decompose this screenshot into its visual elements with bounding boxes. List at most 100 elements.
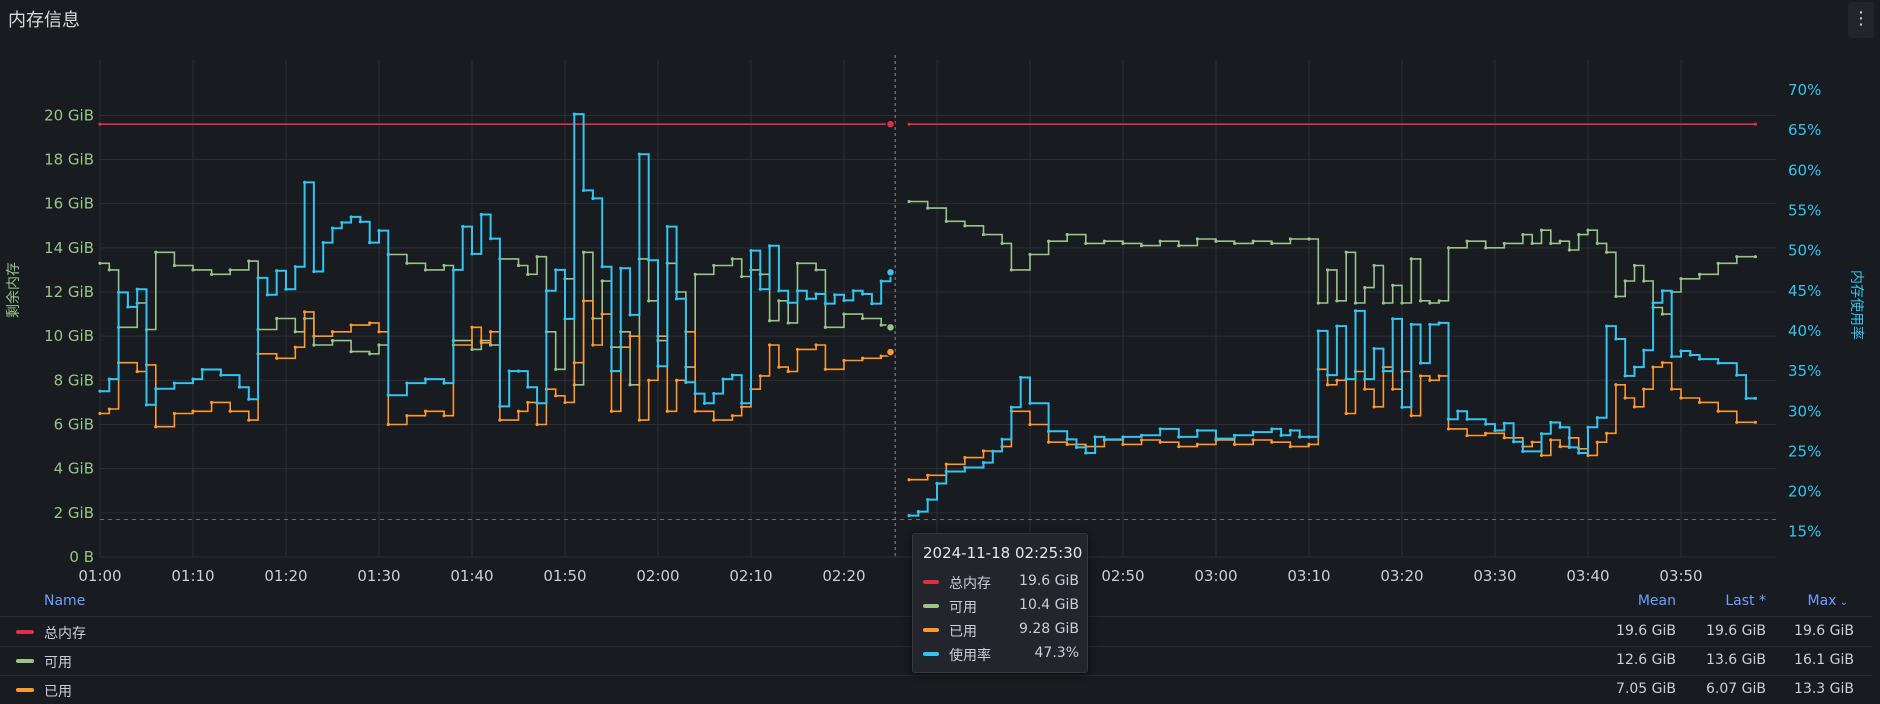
series-point: [563, 317, 567, 321]
legend-mean: 7.05 GiB: [1616, 681, 1676, 697]
series-point: [1558, 444, 1562, 449]
series-point: [1009, 268, 1014, 272]
x-tick-label: 03:30: [1473, 567, 1516, 585]
series-point: [1074, 445, 1079, 449]
series-point: [1744, 396, 1748, 401]
series-point: [265, 293, 269, 297]
legend-header-mean[interactable]: Mean: [1637, 593, 1676, 609]
left-tick-label: 20 GiB: [44, 106, 94, 124]
series-point: [879, 279, 883, 283]
series-point: [591, 196, 595, 201]
series-point: [1446, 246, 1451, 250]
right-tick-label: 60%: [1788, 161, 1821, 179]
series-point: [1102, 239, 1106, 243]
series-point: [535, 401, 539, 405]
legend-header-name[interactable]: Name: [44, 593, 86, 609]
series-point: [1233, 442, 1237, 446]
series-point: [275, 269, 279, 273]
series-color-swatch: [923, 580, 939, 584]
series-point: [1614, 337, 1618, 341]
series-point: [1195, 237, 1199, 241]
series-point: [628, 334, 632, 338]
series-point: [1400, 405, 1404, 409]
series-point: [786, 369, 790, 374]
series-point: [98, 122, 102, 126]
series-point: [1632, 365, 1637, 369]
series-point: [1140, 438, 1144, 442]
x-tick-label: 01:40: [450, 567, 493, 585]
x-tick-label: 03:40: [1566, 567, 1609, 585]
series-line: [909, 289, 1756, 517]
series-point: [1214, 436, 1218, 441]
series-point: [219, 373, 223, 377]
series-point: [712, 391, 716, 396]
legend-row-used[interactable]: 已用 7.05 GiB 6.07 GiB 13.3 GiB: [0, 675, 1872, 704]
series-point: [609, 409, 614, 413]
series-point: [1195, 428, 1199, 433]
series-point: [1698, 272, 1702, 276]
series-point: [786, 321, 790, 325]
left-tick-label: 2 GiB: [54, 504, 94, 522]
left-tick-label: 10 GiB: [44, 327, 94, 345]
series-point: [1437, 321, 1441, 325]
legend-header-last[interactable]: Last *: [1725, 593, 1766, 609]
series-point: [1419, 374, 1423, 378]
series-point: [1484, 422, 1488, 426]
tooltip-value: 47.3%: [1034, 645, 1079, 661]
series-point: [795, 289, 800, 293]
series-point: [461, 224, 465, 229]
series-point: [814, 292, 818, 296]
series-point: [758, 374, 762, 378]
series-point: [1614, 383, 1618, 387]
series-point: [1047, 239, 1051, 243]
series-point: [191, 268, 195, 272]
left-tick-label: 4 GiB: [54, 460, 94, 478]
series-point: [1428, 322, 1432, 327]
legend-series-name: 已用: [44, 684, 72, 700]
series-point: [1353, 301, 1358, 305]
series-point: [823, 367, 828, 371]
series-point: [693, 272, 697, 276]
series-point: [377, 330, 381, 334]
series-point: [777, 365, 781, 369]
series-point: [1614, 294, 1618, 299]
series-point: [647, 378, 651, 382]
series-point: [247, 397, 251, 401]
series-point: [377, 228, 381, 233]
chart-series: [98, 112, 1757, 518]
series-point: [1047, 429, 1051, 433]
chart-grid: [99, 55, 1776, 558]
series-point: [1539, 453, 1544, 458]
series-point: [1177, 444, 1181, 449]
series-point: [609, 369, 614, 373]
series-point: [730, 257, 735, 261]
kebab-menu-icon[interactable]: ⋮: [1848, 2, 1874, 38]
series-point: [991, 449, 995, 454]
series-point: [1605, 324, 1609, 328]
right-axis: 15% 20% 25% 30% 35% 40% 45% 50% 55% 60% 65% 70%: [1788, 81, 1821, 541]
legend-row-available[interactable]: 可用 12.6 GiB 13.6 GiB 16.1 GiB: [0, 646, 1872, 676]
memory-chart[interactable]: 0 B 2 GiB 4 GiB 6 GiB 8 GiB 10 GiB 12 GiB 14 Gi…: [0, 0, 1880, 590]
series-point: [498, 404, 502, 409]
series-point: [1586, 425, 1590, 429]
series-point: [1084, 241, 1088, 246]
right-tick-label: 20%: [1788, 483, 1821, 501]
series-point: [293, 345, 297, 349]
series-point: [126, 305, 130, 309]
series-point: [1753, 396, 1757, 401]
series-point: [1493, 428, 1497, 433]
series-point: [1028, 401, 1032, 405]
series-point: [1372, 347, 1376, 351]
series-point: [795, 347, 800, 352]
x-tick-label: 02:10: [729, 567, 772, 585]
series-point: [675, 297, 679, 301]
series-point: [1716, 261, 1720, 265]
panel-title: 内存信息: [8, 10, 80, 31]
series-point: [312, 343, 316, 347]
x-tick-label: 01:10: [171, 567, 214, 585]
series-point: [1446, 417, 1451, 421]
tooltip-row: 可用 10.4 GiB: [923, 596, 1079, 616]
series-color-swatch: [923, 628, 939, 632]
legend-header-max[interactable]: Max ⌄: [1807, 593, 1848, 609]
series-point: [944, 462, 948, 466]
